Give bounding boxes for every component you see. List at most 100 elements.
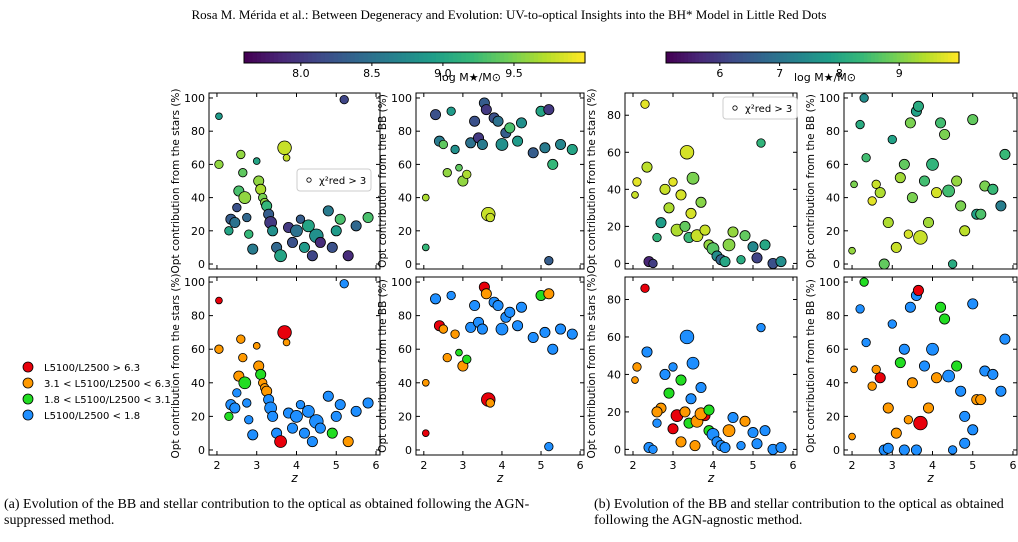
data-point bbox=[947, 259, 958, 269]
data-point bbox=[640, 283, 650, 293]
colorbar-segment bbox=[911, 52, 916, 63]
data-point bbox=[975, 394, 987, 406]
data-point bbox=[736, 255, 746, 265]
data-point bbox=[298, 427, 310, 439]
colorbar-segment bbox=[786, 52, 792, 63]
legend-label: χ²red > 3 bbox=[745, 104, 792, 115]
x-tick-label: 3 bbox=[889, 459, 896, 472]
colorbar-segment bbox=[329, 52, 335, 63]
data-point bbox=[282, 338, 291, 347]
colorbar-segment bbox=[337, 52, 343, 63]
colorbar-segment bbox=[448, 52, 454, 63]
colorbar-segment bbox=[687, 52, 693, 63]
colorbar-segment bbox=[303, 52, 309, 63]
data-point bbox=[855, 119, 865, 130]
data-point bbox=[659, 368, 671, 380]
data-point bbox=[859, 93, 869, 103]
data-point bbox=[855, 304, 865, 314]
colorbar-segment bbox=[885, 52, 891, 63]
data-point bbox=[955, 200, 967, 212]
x-tick-label: 2 bbox=[213, 459, 220, 472]
data-point bbox=[242, 212, 252, 223]
y-tick-label: 60 bbox=[191, 343, 205, 356]
colorbar-segment bbox=[414, 52, 420, 63]
data-point bbox=[566, 143, 578, 155]
data-point bbox=[939, 313, 951, 325]
data-point bbox=[887, 319, 897, 329]
data-point bbox=[322, 205, 334, 217]
data-point bbox=[922, 402, 934, 414]
colorbar-segment bbox=[312, 52, 318, 63]
colorbar-segment bbox=[812, 52, 817, 63]
data-point bbox=[887, 134, 897, 145]
data-point bbox=[756, 322, 766, 333]
data-point bbox=[543, 288, 555, 300]
data-point bbox=[912, 284, 924, 296]
colorbar-segment bbox=[695, 52, 700, 63]
data-point bbox=[751, 438, 763, 450]
colorbar-segment bbox=[384, 52, 390, 63]
y-axis-label: Opt contribution from the stars (%) bbox=[170, 273, 182, 458]
colorbar-segment bbox=[783, 52, 788, 63]
data-point bbox=[274, 249, 287, 263]
data-point bbox=[679, 406, 691, 418]
legend-marker bbox=[22, 409, 34, 421]
y-tick-label: 20 bbox=[607, 220, 621, 233]
data-point bbox=[362, 212, 374, 224]
data-point bbox=[492, 115, 504, 127]
x-tick-label: 2 bbox=[849, 459, 856, 472]
data-point bbox=[736, 440, 746, 451]
x-tick-label: 2 bbox=[630, 459, 637, 472]
data-point bbox=[566, 328, 578, 340]
data-point bbox=[543, 104, 555, 116]
data-point bbox=[512, 135, 524, 147]
colorbar-segment bbox=[572, 52, 578, 63]
data-point bbox=[663, 387, 675, 399]
colorbar-segment bbox=[529, 52, 535, 63]
colorbar-segment bbox=[834, 52, 839, 63]
panel-b-top-left: 0 20 40 60 80 Opt contribution from the stars… bbox=[586, 88, 798, 274]
data-point bbox=[759, 239, 771, 251]
data-point bbox=[267, 410, 279, 422]
x-tick-label: 4 bbox=[929, 459, 936, 472]
colorbar-segment bbox=[937, 52, 942, 63]
data-point bbox=[931, 187, 943, 199]
colorbar-segment bbox=[486, 52, 492, 63]
data-point bbox=[430, 109, 442, 121]
data-point bbox=[252, 342, 261, 350]
colorbar-segment bbox=[299, 52, 305, 63]
data-point bbox=[850, 180, 858, 189]
colorbar-segment bbox=[731, 52, 737, 63]
colorbar-segment bbox=[401, 52, 407, 63]
data-point bbox=[871, 179, 881, 189]
colorbar-segment bbox=[907, 52, 912, 63]
data-point bbox=[306, 250, 318, 262]
x-tick-label: 6 bbox=[373, 459, 380, 472]
caption-a: (a) Evolution of the BB and stellar cont… bbox=[4, 497, 530, 528]
colorbar-segment bbox=[871, 52, 876, 63]
colorbar-segment bbox=[779, 52, 784, 63]
colorbar-segment bbox=[435, 52, 441, 63]
data-point bbox=[686, 171, 700, 185]
colorbar-segment bbox=[691, 52, 696, 63]
colorbar-segment bbox=[728, 52, 733, 63]
data-point bbox=[652, 418, 662, 428]
colorbar-segment bbox=[427, 52, 433, 63]
y-tick-label: 80 bbox=[607, 109, 621, 122]
x-tick-label: 4 bbox=[498, 459, 505, 472]
panel-a-bottom-left: 0 20 40 60 80 100 2 3 4 5 6 z Opt contribution from … bbox=[170, 273, 381, 485]
colorbar-segment bbox=[816, 52, 821, 63]
colorbar-segment bbox=[852, 52, 858, 63]
data-point bbox=[480, 104, 492, 116]
data-point bbox=[330, 225, 342, 237]
colorbar-segment bbox=[750, 52, 755, 63]
data-point bbox=[995, 200, 1007, 212]
colorbar-segment bbox=[889, 52, 894, 63]
colorbar-segment bbox=[431, 52, 437, 63]
data-point bbox=[334, 399, 346, 411]
x-tick-label: 5 bbox=[538, 459, 545, 472]
data-point bbox=[442, 352, 452, 363]
y-tick-label: 20 bbox=[191, 225, 205, 238]
